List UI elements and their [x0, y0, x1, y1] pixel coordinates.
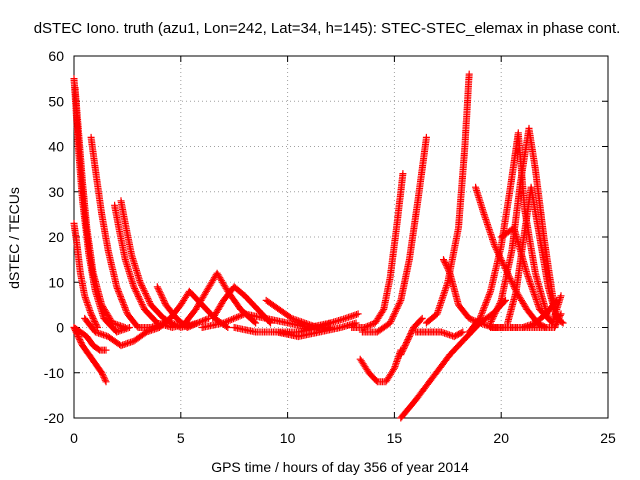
y-tick-label: 10 [48, 274, 64, 290]
x-tick-label: 0 [70, 430, 78, 446]
data-points-path [87, 133, 168, 331]
series-arc-24 [412, 328, 467, 341]
series-arc-27 [465, 129, 552, 336]
series-arc-7 [111, 201, 193, 331]
x-tick-label: 20 [493, 430, 509, 446]
data-points-path [487, 124, 559, 327]
data-points-path [81, 314, 163, 350]
y-tick-label: 50 [48, 93, 64, 109]
y-tick-label: 30 [48, 184, 64, 200]
grid [74, 56, 608, 418]
data-points-path [70, 219, 101, 331]
series-arc-5 [70, 324, 110, 354]
data-points-path [397, 314, 426, 359]
series-arc-19 [358, 133, 430, 336]
series-arc-20 [356, 346, 405, 386]
y-tick-label: 60 [48, 48, 64, 64]
data-points-path [71, 84, 129, 331]
data-points-path [358, 133, 430, 336]
series-arc-31 [497, 224, 565, 327]
series-arc-3 [70, 219, 101, 331]
data-points-path [497, 224, 565, 327]
data-points [70, 70, 567, 422]
data-points-path [111, 201, 193, 331]
series-arc-21 [397, 314, 426, 359]
y-axis-label: dSTEC / TECUs [6, 187, 22, 289]
y-tick-labels: -20 -10 0 10 20 30 40 50 60 [44, 48, 64, 426]
data-points-path [273, 310, 362, 336]
chart-title: dSTEC Iono. truth (azu1, Lon=242, Lat=34… [34, 20, 621, 37]
series-arc-28 [487, 124, 559, 327]
x-tick-label: 25 [600, 430, 616, 446]
series-arc-9 [81, 314, 163, 350]
series-arc-6 [87, 133, 168, 331]
data-points-path [356, 346, 405, 386]
y-tick-label: -20 [44, 410, 64, 426]
series-arc-30 [487, 310, 565, 331]
series-arc-17 [273, 310, 362, 336]
y-tick-label: 0 [56, 320, 64, 336]
x-tick-label: 15 [387, 430, 403, 446]
data-points-path [465, 129, 552, 336]
y-tick-label: 40 [48, 139, 64, 155]
data-points-path [422, 70, 473, 327]
x-axis-label: GPS time / hours of day 356 of year 2014 [211, 459, 469, 475]
data-points-path [348, 170, 407, 331]
series-arc-23 [422, 70, 473, 327]
y-tick-label: -10 [44, 365, 64, 381]
series-arc-18 [348, 170, 407, 331]
data-points-path [70, 324, 110, 354]
data-points-path [487, 310, 565, 331]
x-tick-labels: 0 5 10 15 20 25 [70, 430, 616, 446]
x-tick-label: 5 [177, 430, 185, 446]
y-tick-label: 20 [48, 229, 64, 245]
data-points-path [412, 328, 467, 341]
x-tick-label: 10 [280, 430, 296, 446]
series-arc-2 [71, 84, 129, 331]
